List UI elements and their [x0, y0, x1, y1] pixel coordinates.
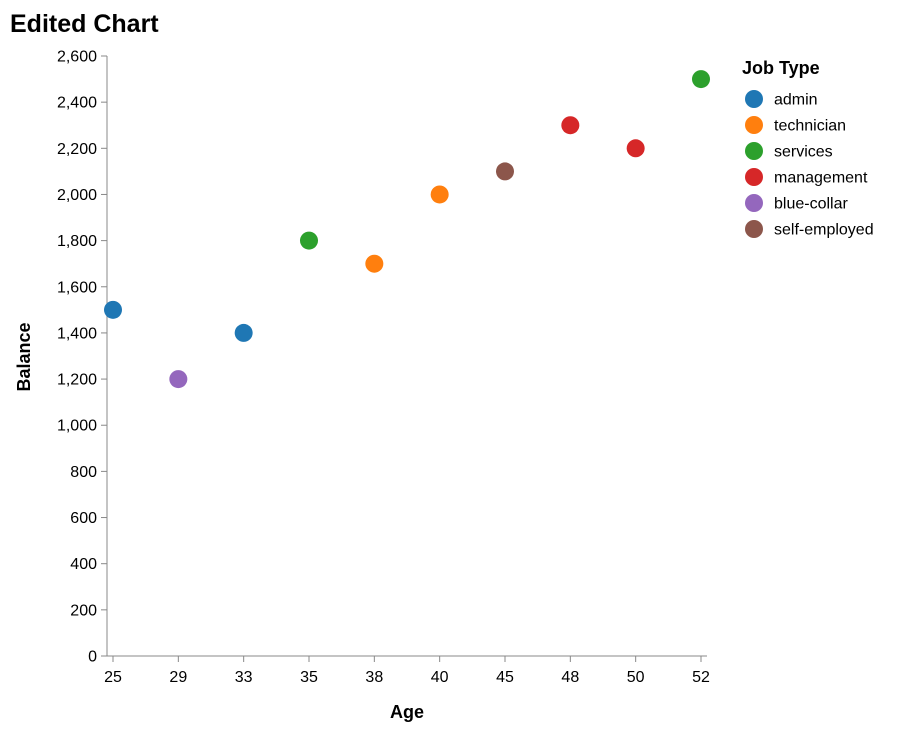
- data-point-services: [692, 70, 710, 89]
- x-axis-title: Age: [390, 702, 424, 722]
- y-tick-label: 600: [70, 510, 97, 527]
- legend-label-blue-collar: blue-collar: [774, 196, 848, 213]
- y-tick-label: 1,400: [57, 325, 97, 342]
- data-point-admin: [234, 323, 253, 342]
- x-axis: 25 29 33 35 38 40 45 48 50 52: [104, 655, 710, 686]
- data-point-technician: [430, 185, 449, 204]
- legend-swatch-blue-collar: [745, 194, 763, 212]
- legend-swatch-management: [745, 168, 763, 186]
- y-axis-title: Balance: [14, 322, 34, 391]
- legend: Job Type admin technician services manageme…: [742, 58, 874, 239]
- chart-title: Edited Chart: [10, 10, 159, 38]
- data-point-self-employed: [496, 162, 514, 181]
- x-tick-label: 50: [627, 669, 645, 686]
- legend-label-self-employed: self-employed: [774, 222, 874, 239]
- y-tick-label: 400: [70, 556, 97, 573]
- data-point-management: [561, 116, 580, 135]
- legend-swatch-self-employed: [745, 220, 763, 238]
- legend-swatch-admin: [745, 90, 763, 108]
- x-tick-label: 48: [561, 669, 579, 686]
- y-tick-label: 1,200: [57, 372, 97, 389]
- legend-swatch-technician: [745, 116, 763, 134]
- legend-label-technician: technician: [774, 118, 846, 135]
- data-points: [104, 70, 710, 389]
- y-tick-label: 2,600: [57, 49, 97, 66]
- y-tick-label: 2,000: [57, 187, 97, 204]
- legend-title: Job Type: [742, 58, 820, 78]
- legend-label-admin: admin: [774, 92, 818, 109]
- x-tick-label: 45: [496, 669, 514, 686]
- x-tick-label: 25: [104, 669, 122, 686]
- x-tick-label: 29: [169, 669, 187, 686]
- y-tick-label: 200: [70, 602, 97, 619]
- x-tick-label: 52: [692, 669, 710, 686]
- legend-swatch-services: [745, 142, 763, 160]
- data-point-technician: [365, 254, 384, 273]
- legend-label-services: services: [774, 144, 833, 161]
- y-tick-label: 2,400: [57, 95, 97, 112]
- legend-label-management: management: [774, 170, 868, 187]
- y-tick-label: 1,000: [57, 418, 97, 435]
- y-tick-label: 0: [88, 649, 97, 666]
- y-axis: 0 200 400 600 800 1,000 1,200 1,400 1,600 1,800 2,…: [57, 49, 108, 666]
- data-point-blue-collar: [169, 370, 188, 389]
- y-tick-label: 1,600: [57, 279, 97, 296]
- y-tick-label: 1,800: [57, 233, 97, 250]
- data-point-admin: [104, 300, 122, 319]
- x-tick-label: 33: [235, 669, 253, 686]
- y-tick-label: 800: [70, 464, 97, 481]
- x-tick-label: 38: [365, 669, 383, 686]
- x-tick-label: 35: [300, 669, 318, 686]
- y-tick-label: 2,200: [57, 141, 97, 158]
- data-point-management: [626, 139, 645, 158]
- data-point-services: [300, 231, 318, 250]
- x-tick-label: 40: [431, 669, 449, 686]
